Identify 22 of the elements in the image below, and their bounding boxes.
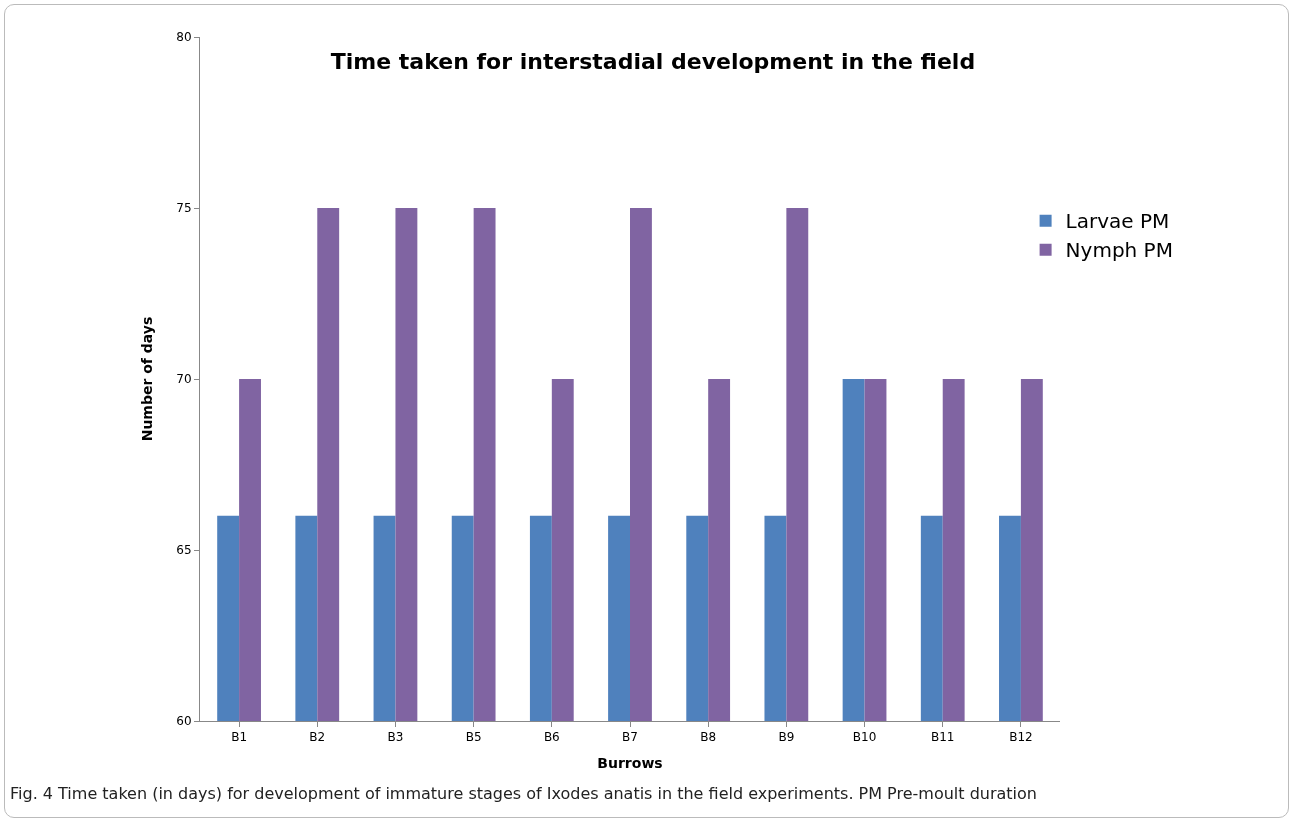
y-tick-label: 80 bbox=[176, 30, 192, 45]
x-tick-label: B9 bbox=[778, 730, 795, 745]
x-tick-label: B5 bbox=[465, 730, 482, 745]
legend-label: Larvae PM bbox=[1065, 209, 1170, 234]
y-tick-label: 75 bbox=[176, 201, 192, 216]
x-tick-label: B2 bbox=[309, 730, 326, 745]
x-tick-label: B1 bbox=[231, 730, 248, 745]
x-tick-label: B10 bbox=[852, 730, 877, 745]
legend-label: Nymph PM bbox=[1065, 238, 1173, 263]
x-tick-label: B7 bbox=[622, 730, 638, 745]
x-tick-label: B6 bbox=[543, 730, 560, 745]
y-tick-label: 70 bbox=[176, 372, 192, 387]
x-axis-title: Burrows bbox=[597, 754, 663, 771]
x-tick-label: B11 bbox=[930, 730, 955, 745]
text: Time taken for interstadial development in the field bbox=[330, 48, 976, 74]
y-tick-label: 60 bbox=[176, 714, 192, 729]
caption: Fig. 4 Time taken (in days) for development of immature stages of Ixodes anatis in the field experiments. PM Pre-moult duration bbox=[10, 784, 1037, 803]
x-tick-label: B8 bbox=[700, 730, 717, 745]
x-tick-label: B12 bbox=[1009, 730, 1033, 745]
x-tick-label: B3 bbox=[387, 730, 404, 745]
y-axis-title: Number of days bbox=[138, 316, 155, 442]
y-tick-label: 65 bbox=[176, 543, 192, 558]
